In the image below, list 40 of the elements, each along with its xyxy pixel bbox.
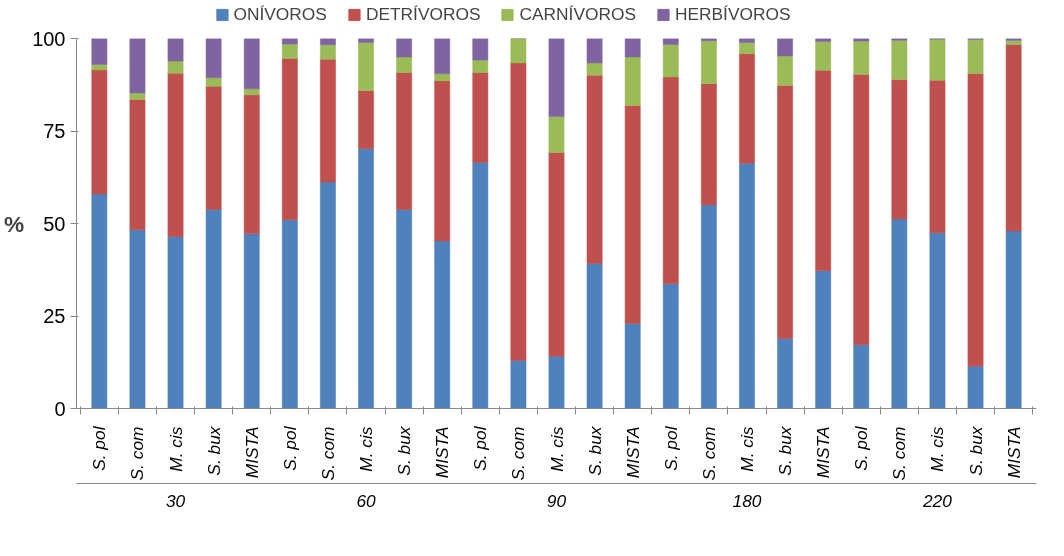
x-tick-label: S. pol [851,425,872,471]
text: 30 [165,490,186,511]
x-tick-label: S. com [127,426,148,481]
x-tick-label: MISTA [813,426,834,479]
x-tick-label: MISTA [241,426,262,479]
x-tick-label: S. bux [584,425,605,476]
text: 60 [356,490,377,511]
x-tick-label: M. cis [165,426,186,472]
text: 220 [922,490,953,511]
y-tick-label: 50 [43,212,66,235]
legend-label: ONÍVOROS [233,3,327,25]
legend-label: HERBÍVOROS [674,3,791,25]
y-tick-label: 25 [43,305,66,327]
x-tick-label: S. pol [470,425,491,471]
x-tick-label: S. bux [775,425,796,476]
x-tick-label: MISTA [432,426,453,479]
x-tick-label: S. pol [89,425,110,471]
x-tick-label: S. com [508,426,529,481]
x-tick-label: M. cis [546,426,567,472]
text: 180 [732,490,762,511]
legend-label: CARNÍVOROS [519,3,636,25]
x-tick-label: M. cis [736,426,757,472]
x-tick-label: M. cis [927,426,948,472]
x-tick-label: MISTA [622,426,643,479]
x-tick-label: S. pol [279,425,300,471]
x-tick-label: S. com [889,426,910,481]
x-tick-label: S. bux [203,425,224,476]
x-tick-label: S. com [698,426,719,481]
text: 90 [546,490,567,511]
x-tick-label: S. pol [660,425,681,471]
x-tick-label: S. bux [965,425,986,476]
x-tick-label: S. com [317,426,338,481]
x-tick-label: S. bux [394,425,415,476]
legend-label: DETRÍVOROS [365,3,481,25]
y-tick-label: 75 [43,120,66,142]
x-tick-label: M. cis [356,426,377,472]
x-tick-label: MISTA [1003,426,1024,479]
y-tick-label: 100 [32,27,66,50]
y-axis-title: % [3,210,25,237]
y-tick-label: 0 [54,397,66,420]
